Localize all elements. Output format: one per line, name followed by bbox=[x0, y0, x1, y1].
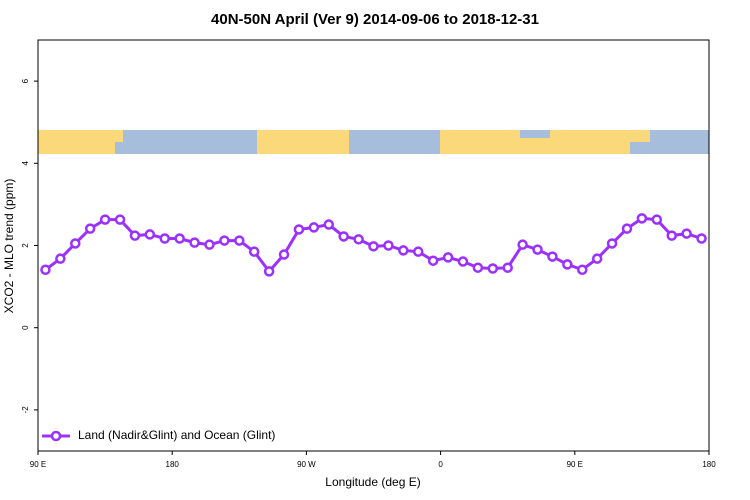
point bbox=[99, 214, 111, 225]
point bbox=[144, 229, 156, 240]
y-tick-label: 4 bbox=[21, 161, 30, 166]
ocean bbox=[520, 130, 550, 138]
point bbox=[696, 233, 707, 244]
point bbox=[55, 253, 66, 264]
point bbox=[353, 234, 364, 245]
x-axis-title: Longitude (deg E) bbox=[325, 475, 420, 489]
y-axis-title: XCO2 - MLO trend (ppm) bbox=[2, 179, 16, 314]
legend-label: Land (Nadir&Glint) and Ocean (Glint) bbox=[78, 428, 275, 442]
point bbox=[517, 239, 528, 250]
point bbox=[547, 251, 558, 262]
x-tick-label: 90 E bbox=[30, 460, 46, 469]
point bbox=[606, 238, 618, 249]
point bbox=[204, 239, 215, 250]
point bbox=[368, 241, 379, 252]
point bbox=[681, 228, 692, 239]
point bbox=[84, 223, 96, 234]
x-tick-label: 180 bbox=[702, 460, 716, 469]
point bbox=[383, 240, 394, 251]
map-strip bbox=[38, 130, 709, 154]
point bbox=[308, 222, 320, 233]
point bbox=[427, 255, 439, 266]
point bbox=[293, 224, 305, 235]
point bbox=[442, 252, 454, 263]
point bbox=[666, 230, 677, 241]
ocean bbox=[630, 142, 650, 154]
point bbox=[338, 231, 349, 242]
point bbox=[621, 223, 633, 234]
point bbox=[323, 219, 335, 230]
point bbox=[487, 263, 499, 274]
y-tick-label: 2 bbox=[21, 243, 30, 248]
x-tick-label: 90 W bbox=[297, 460, 316, 469]
land bbox=[257, 130, 349, 154]
point bbox=[189, 237, 200, 248]
point bbox=[159, 233, 170, 244]
point bbox=[278, 249, 290, 260]
chart-title: 40N-50N April (Ver 9) 2014-09-06 to 2018… bbox=[211, 11, 539, 28]
point bbox=[40, 264, 51, 275]
point bbox=[577, 264, 588, 275]
point bbox=[174, 233, 185, 244]
point bbox=[234, 235, 245, 246]
x-tick-label: 0 bbox=[438, 460, 443, 469]
point bbox=[129, 230, 141, 241]
point bbox=[219, 235, 230, 246]
point bbox=[532, 244, 543, 255]
land bbox=[115, 130, 123, 142]
y-tick-label: 6 bbox=[21, 78, 30, 83]
x-tick-label: 90 E bbox=[567, 460, 583, 469]
point bbox=[398, 245, 409, 256]
y-tick-label: -2 bbox=[21, 406, 30, 414]
point bbox=[502, 262, 513, 273]
point bbox=[591, 253, 603, 264]
point bbox=[562, 259, 573, 270]
point bbox=[636, 213, 648, 224]
point bbox=[457, 256, 469, 267]
point bbox=[412, 246, 424, 257]
land bbox=[38, 130, 115, 154]
point bbox=[248, 246, 260, 257]
point bbox=[114, 214, 126, 225]
point bbox=[263, 266, 275, 277]
y-tick-label: 0 bbox=[21, 325, 30, 330]
legend-marker bbox=[50, 430, 62, 442]
point bbox=[70, 238, 81, 249]
point bbox=[651, 214, 663, 225]
x-tick-label: 180 bbox=[166, 460, 180, 469]
point bbox=[472, 262, 484, 273]
